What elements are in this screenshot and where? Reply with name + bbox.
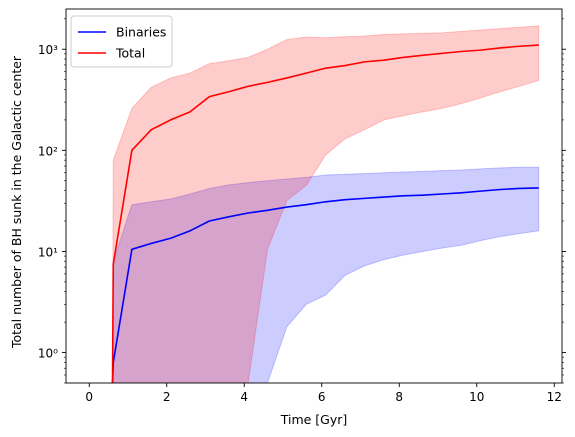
y-tick-label: 10³: [38, 43, 58, 57]
legend: Binaries Total: [70, 15, 173, 68]
line-total: [111, 44, 539, 383]
series-lines: [111, 44, 539, 383]
x-tick-label: 8: [395, 390, 403, 404]
axes-frame: [65, 8, 563, 384]
x-tick-label: 12: [547, 390, 562, 404]
y-tick-label: 10²: [38, 144, 58, 158]
band-total: [111, 25, 540, 383]
y-axis-label: Total number of BH sunk in the Galactic …: [9, 55, 24, 349]
uncertainty-bands: [111, 25, 540, 383]
x-tick-label: 6: [318, 390, 326, 404]
band-binaries: [111, 166, 540, 383]
legend-label-binaries: Binaries: [116, 25, 166, 40]
axes: [65, 8, 563, 384]
ticks: 0 2 4 6 8 10 12 10⁰ 10¹ 10² 10³: [38, 18, 566, 404]
x-tick-label: 2: [163, 390, 171, 404]
x-axis-label: Time [Gyr]: [280, 412, 348, 427]
x-tick-label: 10: [469, 390, 484, 404]
y-tick-label: 10⁰: [38, 347, 58, 361]
y-tick-label: 10¹: [38, 245, 58, 259]
x-tick-label: 4: [240, 390, 248, 404]
legend-box: [70, 15, 173, 68]
x-tick-label: 0: [85, 390, 93, 404]
legend-label-total: Total: [115, 46, 145, 61]
line-binaries: [111, 187, 539, 383]
